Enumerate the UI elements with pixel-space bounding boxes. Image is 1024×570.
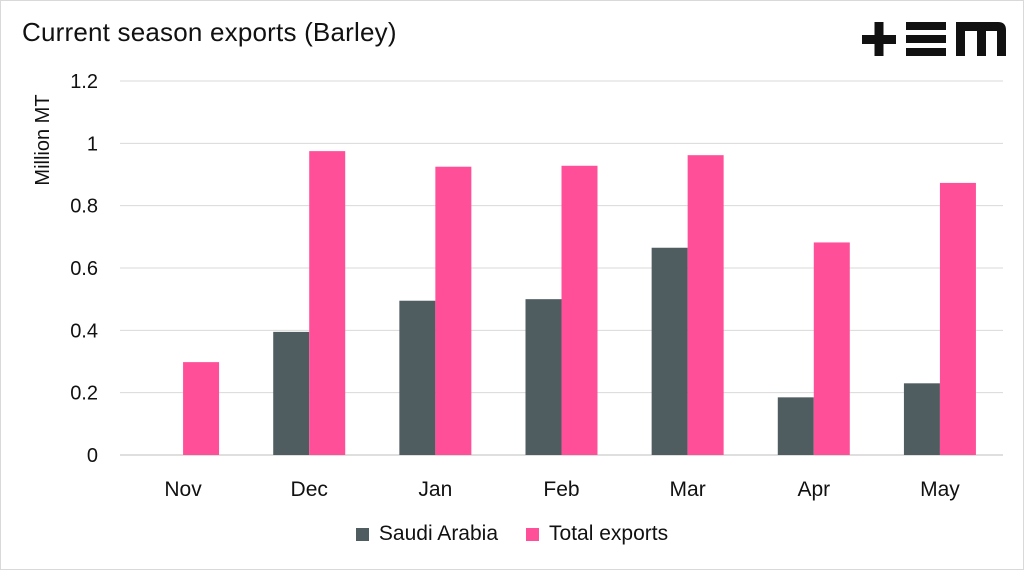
y-tick-label: 0.4 <box>70 320 98 342</box>
x-tick-label: Nov <box>164 478 202 501</box>
legend-label-saudi-arabia: Saudi Arabia <box>378 522 499 545</box>
legend-item-total-exports: Total exports <box>526 522 668 546</box>
bar-total-exports-feb <box>561 165 598 456</box>
bar-saudi-arabia-jan <box>399 300 436 455</box>
legend: Saudi Arabia Total exports <box>0 522 1024 546</box>
y-tick-label: 1 <box>87 133 98 155</box>
bar-total-exports-apr <box>813 242 850 455</box>
legend-swatch-total-exports <box>526 527 540 541</box>
x-tick-label: Apr <box>797 478 830 501</box>
bar-total-exports-nov <box>183 362 220 455</box>
x-tick-label: May <box>920 478 960 501</box>
y-tick-label: 1.2 <box>70 71 98 93</box>
bar-total-exports-jan <box>435 166 472 456</box>
x-tick-label: Feb <box>543 478 579 501</box>
bar-total-exports-may <box>939 182 976 456</box>
legend-swatch-saudi-arabia <box>355 527 369 541</box>
y-axis-label: Million MT <box>32 94 54 185</box>
x-tick-label: Dec <box>291 478 328 501</box>
x-tick-label: Jan <box>418 478 452 501</box>
y-tick-label: 0.6 <box>70 258 98 280</box>
legend-label-total-exports: Total exports <box>549 522 669 545</box>
y-tick-label: 0.8 <box>70 196 98 218</box>
y-tick-label: 0.2 <box>70 383 98 405</box>
bars <box>183 151 976 456</box>
bar-total-exports-dec <box>309 151 346 455</box>
bar-saudi-arabia-may <box>903 383 940 455</box>
bar-saudi-arabia-apr <box>777 397 814 455</box>
bar-saudi-arabia-mar <box>651 247 688 455</box>
bar-total-exports-mar <box>687 155 724 455</box>
y-axis-ticks: 0 0.2 0.4 0.6 0.8 1 1.2 <box>70 71 98 467</box>
bar-saudi-arabia-feb <box>525 299 562 455</box>
chart-title: Current season exports (Barley) <box>22 17 397 47</box>
y-tick-label: 0 <box>87 445 98 467</box>
legend-item-saudi-arabia: Saudi Arabia <box>355 522 499 546</box>
tem-logo <box>862 22 1006 56</box>
bar-saudi-arabia-dec <box>273 331 310 455</box>
x-axis-ticks: Nov Dec Jan Feb Mar Apr May <box>164 478 960 501</box>
x-tick-label: Mar <box>670 478 706 501</box>
